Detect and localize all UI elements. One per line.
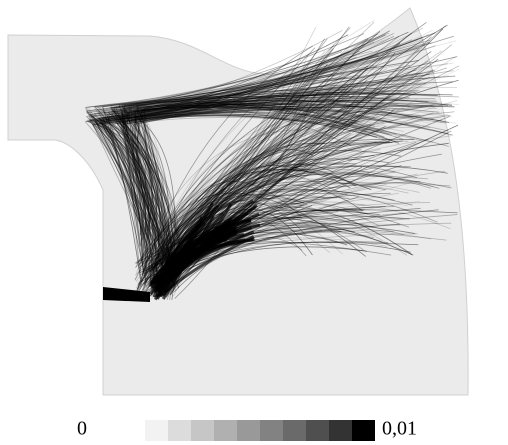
colorbar-swatch <box>306 420 329 441</box>
colorbar-swatch <box>168 420 191 441</box>
colorbar-min: 0 <box>77 418 87 440</box>
colorbar-swatch <box>145 420 168 441</box>
figure: 0 0,01 <box>0 0 508 445</box>
colorbar-swatch <box>283 420 306 441</box>
colorbar-swatch <box>352 420 375 441</box>
colorbar <box>145 420 375 441</box>
colorbar-swatch <box>260 420 283 441</box>
colorbar-max: 0,01 <box>382 418 417 440</box>
colorbar-swatch <box>329 420 352 441</box>
colorbar-swatch <box>237 420 260 441</box>
colorbar-swatch <box>214 420 237 441</box>
colorbar-swatch <box>191 420 214 441</box>
